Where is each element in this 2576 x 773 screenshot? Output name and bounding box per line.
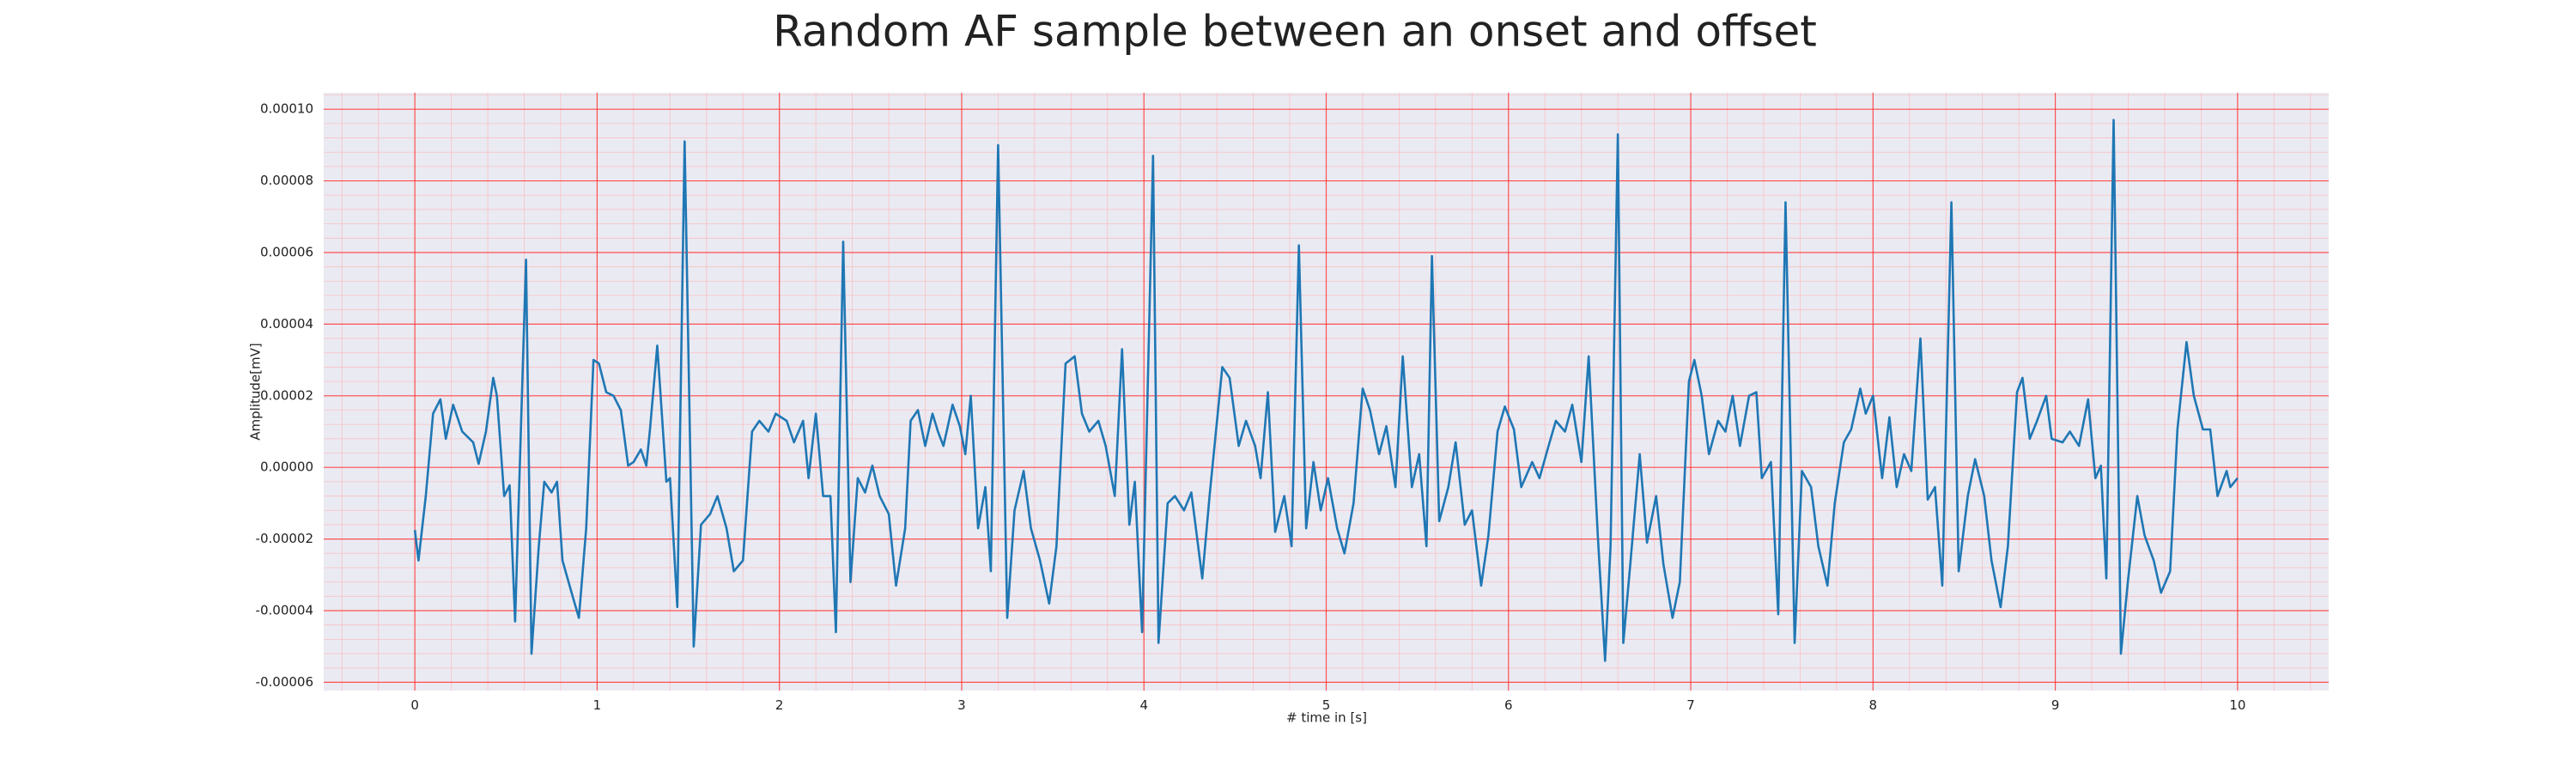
x-tick-label: 6 bbox=[1504, 697, 1513, 713]
x-tick-label: 10 bbox=[2229, 697, 2245, 713]
x-tick-label: 8 bbox=[1869, 697, 1878, 713]
chart-title: Random AF sample between an onset and of… bbox=[773, 7, 1817, 57]
x-tick-label: 9 bbox=[2051, 697, 2060, 713]
signal-line bbox=[413, 119, 2239, 662]
y-tick-label: 0.00000 bbox=[260, 460, 313, 475]
y-tick-label: -0.00006 bbox=[256, 674, 313, 690]
x-tick-label: 2 bbox=[775, 697, 784, 713]
x-axis-label: # time in [s] bbox=[1286, 710, 1367, 726]
y-tick-label: 0.00004 bbox=[260, 316, 313, 332]
y-tick-label: 0.00008 bbox=[260, 173, 313, 188]
x-tick-label: 7 bbox=[1686, 697, 1695, 713]
x-tick-label: 5 bbox=[1322, 697, 1331, 713]
y-axis-label: Amplitude[mV] bbox=[248, 343, 264, 440]
y-tick-label: -0.00002 bbox=[256, 531, 313, 546]
y-tick-label: 0.00010 bbox=[260, 101, 313, 117]
y-tick-label: 0.00002 bbox=[260, 387, 313, 403]
y-tick-label: -0.00004 bbox=[256, 603, 313, 618]
y-tick-label: 0.00006 bbox=[260, 244, 313, 259]
x-tick-label: 0 bbox=[410, 697, 419, 713]
x-tick-label: 4 bbox=[1139, 697, 1148, 713]
x-tick-label: 1 bbox=[593, 697, 602, 713]
x-tick-label: 3 bbox=[957, 697, 966, 713]
